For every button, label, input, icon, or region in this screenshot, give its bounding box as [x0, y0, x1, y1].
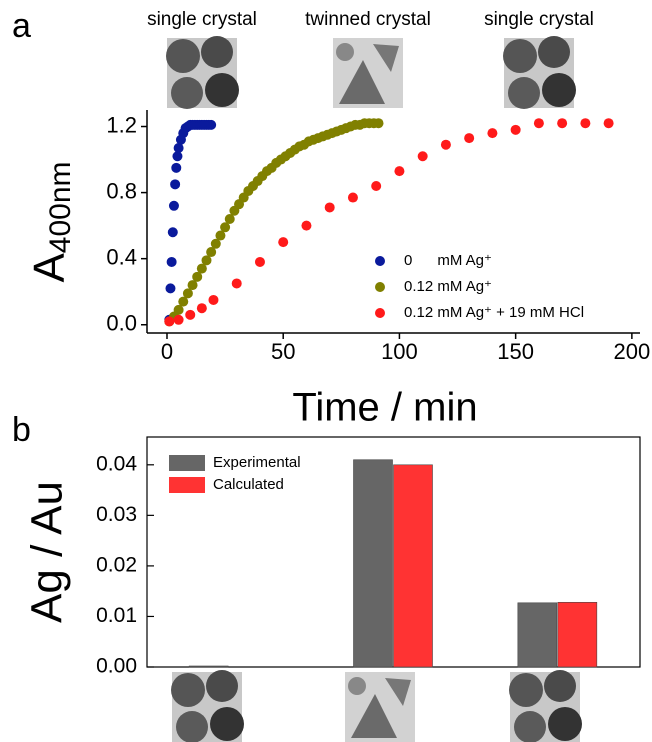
legend-marker: [375, 308, 385, 318]
micrograph: [345, 672, 415, 742]
legend-label: 0.12 mM Ag⁺ + 19 mM HCl: [404, 304, 584, 321]
y-tick-label: 0.03: [96, 503, 137, 526]
data-point: [185, 309, 196, 320]
data-point: [373, 118, 384, 129]
data-point: [170, 179, 181, 190]
data-point: [557, 118, 568, 129]
data-point: [215, 230, 226, 241]
x-tick-label: 150: [497, 339, 534, 364]
data-point: [220, 222, 231, 233]
y-axis-label: Ag / Au: [23, 481, 72, 623]
data-point: [231, 278, 242, 289]
data-point: [196, 303, 207, 314]
legend-swatch: [169, 477, 205, 493]
y-tick-label: 0.8: [106, 178, 137, 203]
data-point: [187, 280, 198, 291]
data-point: [224, 214, 235, 225]
data-point: [487, 128, 498, 139]
data-point: [173, 304, 184, 315]
data-point: [164, 316, 175, 327]
image-caption: single crystal: [147, 9, 257, 30]
data-point: [168, 200, 179, 211]
data-point: [165, 283, 176, 294]
y-axis-label: A400nm: [25, 161, 77, 282]
x-axis-label: Time / min: [292, 386, 477, 430]
data-point: [603, 118, 614, 129]
data-point: [172, 151, 183, 162]
legend-label: Experimental: [213, 454, 301, 471]
data-point: [533, 118, 544, 129]
data-point: [196, 263, 207, 274]
data-point: [301, 220, 312, 231]
data-point: [510, 124, 521, 135]
bar: [188, 665, 229, 668]
image-caption: twinned crystal: [305, 9, 431, 30]
x-tick-label: 200: [614, 339, 651, 364]
micrograph: [171, 670, 244, 742]
micrograph: [333, 38, 403, 108]
y-tick-label: 0.01: [96, 604, 137, 627]
bar: [517, 602, 558, 668]
data-point: [206, 247, 217, 258]
data-point: [324, 202, 335, 213]
data-point: [167, 227, 178, 238]
data-point: [173, 142, 184, 153]
data-point: [208, 294, 219, 305]
image-caption: single crystal: [484, 9, 594, 30]
data-point: [347, 192, 358, 203]
data-point: [254, 256, 265, 267]
micrograph: [509, 670, 582, 742]
data-point: [206, 119, 217, 130]
bar: [393, 464, 433, 668]
bar: [353, 459, 393, 668]
legend-marker: [375, 282, 385, 292]
data-point: [417, 151, 428, 162]
legend-label: 0.12 mM Ag⁺: [404, 278, 492, 295]
y-tick-label: 0.00: [96, 655, 137, 678]
y-tick-label: 0.4: [106, 244, 137, 269]
bar: [557, 601, 598, 668]
y-tick-label: 0.02: [96, 553, 137, 576]
y-tick-label: 0.0: [106, 311, 137, 336]
panel-label: b: [12, 411, 31, 449]
data-point: [173, 314, 184, 325]
data-point: [371, 180, 382, 191]
legend-label: Calculated: [213, 476, 284, 493]
panel-label: a: [12, 7, 31, 45]
y-axis-label-main: A: [25, 253, 74, 283]
y-tick-label: 0.04: [96, 452, 137, 475]
data-point: [278, 237, 289, 248]
data-point: [178, 296, 189, 307]
y-axis-label-sub: 400nm: [44, 161, 77, 253]
micrograph: [503, 36, 576, 109]
data-point: [182, 288, 193, 299]
legend-marker: [375, 256, 385, 266]
legend-swatch: [169, 455, 205, 471]
data-point: [210, 238, 221, 249]
data-point: [201, 255, 212, 266]
data-point: [440, 139, 451, 150]
x-tick-label: 100: [381, 339, 418, 364]
legend-label: 0 mM Ag⁺: [404, 252, 492, 269]
x-tick-label: 50: [271, 339, 295, 364]
x-tick-label: 0: [161, 339, 173, 364]
data-point: [192, 271, 203, 282]
y-tick-label: 1.2: [106, 112, 137, 137]
data-point: [464, 133, 475, 144]
micrograph: [166, 36, 239, 109]
data-point: [166, 256, 177, 267]
data-point: [171, 162, 182, 173]
data-point: [394, 166, 405, 177]
data-point: [580, 118, 591, 129]
